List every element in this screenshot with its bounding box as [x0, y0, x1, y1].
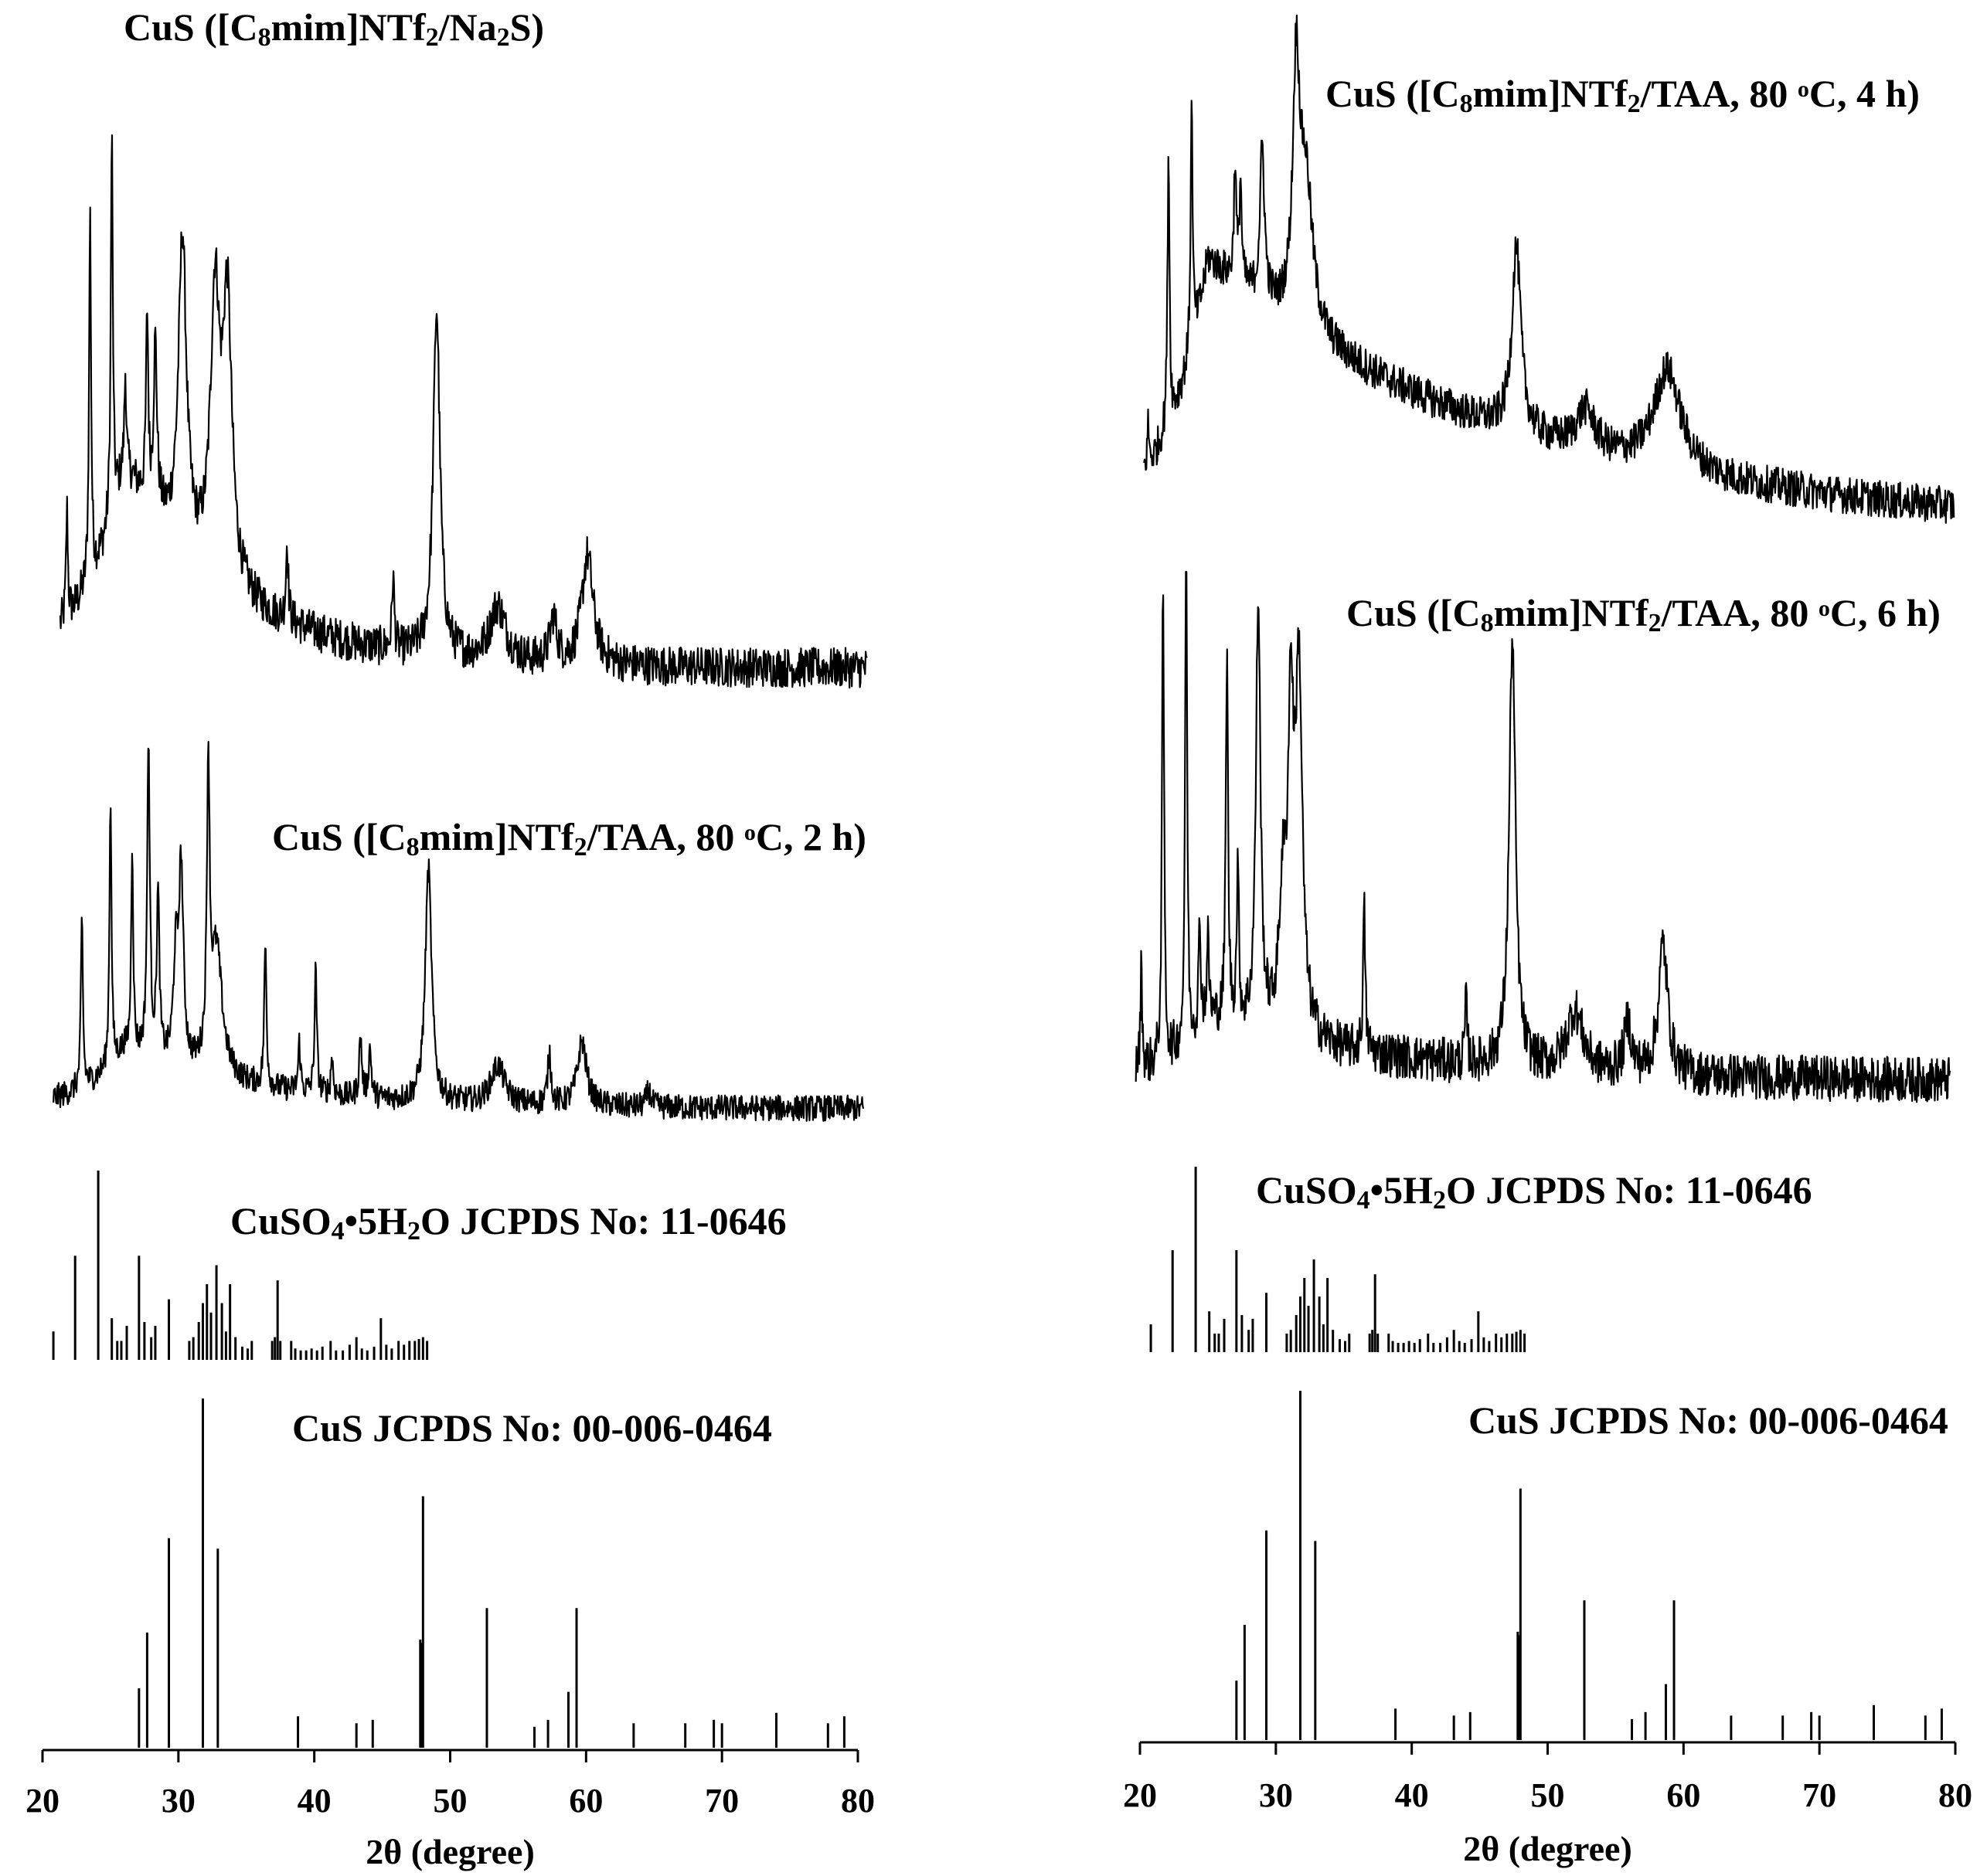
left-series-2-label-part-0: CuSO	[230, 1199, 332, 1242]
left-x-tick-label-40: 40	[298, 1782, 332, 1820]
left-x-tick-label-80: 80	[841, 1782, 875, 1820]
right-series-3-sticks	[1235, 1391, 1943, 1740]
right-series-1-label-part-0: CuS ([C	[1346, 591, 1481, 634]
right-x-tick-label-30: 30	[1259, 1776, 1293, 1814]
right-series-0-label-part-3: 2	[1628, 90, 1641, 118]
left-series-1-label-part-3: 2	[574, 833, 587, 862]
left-series-0-label-part-0: CuS ([C	[124, 5, 258, 49]
left-series-2-label-part-1: 4	[332, 1217, 345, 1246]
left-series-0-label-part-5: 2	[497, 23, 510, 52]
left-series-3-label-part-0: CuS JCPDS No: 00-006-0464	[292, 1406, 772, 1449]
left-x-axis-title: 2θ (degree)	[366, 1832, 535, 1871]
left-series-2-label: CuSO4•5H2O JCPDS No: 11-0646	[230, 1199, 787, 1246]
right-series-0-line	[1143, 14, 1955, 524]
left-series-2-label-part-4: O JCPDS No: 11-0646	[420, 1199, 787, 1242]
right-series-1-label: CuS ([C8mim]NTf2/TAA, 80 oC, 6 h)	[1346, 591, 1941, 637]
right-series-1-label-part-3: 2	[1648, 609, 1662, 637]
left-series-1-label-part-2: mim]NTf	[420, 815, 575, 858]
left-series-3-sticks	[138, 1399, 845, 1748]
right-series-2-label-part-0: CuSO	[1256, 1168, 1357, 1212]
left-series-0-label-part-1: 8	[258, 23, 271, 52]
right-x-tick-label-50: 50	[1531, 1776, 1565, 1814]
right-x-axis-title: 2θ (degree)	[1463, 1829, 1632, 1868]
right-series-1-label-part-5: o	[1819, 596, 1830, 621]
right-series-2-label-part-1: 4	[1357, 1186, 1370, 1215]
right-series-0-label-part-5: o	[1798, 76, 1809, 102]
right-series-0-label-part-1: 8	[1460, 90, 1473, 118]
left-series-2-sticks	[52, 1171, 429, 1360]
left-series-2-label-part-3: 2	[407, 1217, 420, 1246]
left-series-2-label-part-2: •5H	[345, 1199, 408, 1242]
right-series-3-label: CuS JCPDS No: 00-006-0464	[1468, 1399, 1948, 1442]
left-x-tick-label-20: 20	[26, 1782, 60, 1820]
left-series-1-label-part-5: o	[744, 820, 756, 845]
right-x-tick-label-70: 70	[1802, 1776, 1836, 1814]
right-series-0-label-part-4: /TAA, 80	[1640, 72, 1798, 115]
left-x-tick-label-70: 70	[705, 1782, 739, 1820]
right-series-1-label-part-2: mim]NTf	[1494, 591, 1649, 634]
right-series-1-label-part-4: /TAA, 80	[1661, 591, 1819, 634]
left-series-1-label-part-1: 8	[407, 833, 420, 862]
left-series-0-line	[59, 134, 868, 689]
left-series-0-label: CuS ([C8mim]NTf2/Na2S)	[124, 5, 544, 52]
left-series-3-label: CuS JCPDS No: 00-006-0464	[292, 1406, 772, 1449]
left-series-1-label-part-6: C, 2 h)	[756, 815, 866, 858]
left-series-1-label-part-0: CuS ([C	[272, 815, 407, 858]
right-series-2-label-part-2: •5H	[1370, 1168, 1434, 1212]
right-series-2-label-part-3: 2	[1433, 1186, 1446, 1215]
right-series-0-label-part-6: C, 4 h)	[1809, 72, 1920, 115]
right-series-2-label-part-4: O JCPDS No: 11-0646	[1446, 1168, 1812, 1212]
right-series-1-line	[1135, 570, 1951, 1103]
right-series-1-label-part-6: C, 6 h)	[1830, 591, 1941, 634]
left-series-1-label-part-4: /TAA, 80	[587, 815, 744, 858]
left-series-0-label-part-4: /Na	[438, 5, 497, 49]
right-x-tick-label-60: 60	[1666, 1776, 1700, 1814]
right-series-3-label-part-0: CuS JCPDS No: 00-006-0464	[1468, 1399, 1948, 1442]
right-series-1-label-part-1: 8	[1481, 609, 1494, 637]
right-series-0-label: CuS ([C8mim]NTf2/TAA, 80 oC, 4 h)	[1325, 72, 1920, 118]
right-series-0-label-part-2: mim]NTf	[1473, 72, 1628, 115]
right-x-tick-label-20: 20	[1123, 1776, 1157, 1814]
left-series-0-label-part-3: 2	[426, 23, 439, 52]
left-x-tick-label-50: 50	[434, 1782, 468, 1820]
right-series-2-sticks	[1149, 1167, 1526, 1352]
right-series-0-label-part-0: CuS ([C	[1325, 72, 1460, 115]
left-series-0-label-part-6: S)	[510, 5, 544, 49]
right-x-tick-label-80: 80	[1938, 1776, 1972, 1814]
right-x-tick-label-40: 40	[1395, 1776, 1429, 1814]
left-series-1-label: CuS ([C8mim]NTf2/TAA, 80 oC, 2 h)	[272, 815, 866, 862]
right-series-2-label: CuSO4•5H2O JCPDS No: 11-0646	[1256, 1168, 1812, 1215]
left-series-1-line	[53, 740, 865, 1122]
left-x-tick-label-60: 60	[569, 1782, 603, 1820]
left-x-tick-label-30: 30	[162, 1782, 196, 1820]
left-series-0-label-part-2: mim]NTf	[271, 5, 427, 49]
